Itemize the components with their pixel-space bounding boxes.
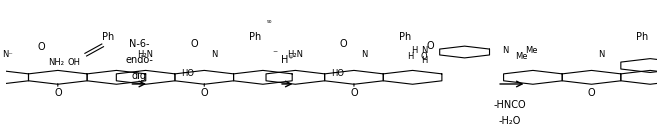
Text: O: O (37, 42, 45, 52)
Text: O: O (340, 39, 347, 49)
Text: N: N (502, 46, 509, 55)
Text: N: N (211, 50, 218, 59)
Text: endo-: endo- (125, 55, 153, 65)
Text: Me: Me (515, 52, 528, 61)
Text: H₂N: H₂N (138, 50, 153, 59)
Text: N-6-: N-6- (129, 39, 149, 49)
Text: O: O (190, 39, 198, 49)
Text: O: O (201, 88, 208, 98)
Text: N: N (361, 50, 367, 59)
Text: Me: Me (526, 46, 538, 55)
Text: N: N (421, 46, 427, 55)
Text: Ph: Ph (399, 32, 411, 42)
Text: Ph: Ph (103, 32, 114, 42)
Text: H: H (407, 52, 414, 61)
Text: H⁺: H⁺ (280, 55, 293, 65)
Text: Ph: Ph (636, 32, 648, 42)
Text: O: O (588, 88, 595, 98)
Text: H₂N: H₂N (287, 50, 303, 59)
Text: N: N (599, 50, 605, 59)
Text: O: O (427, 41, 434, 51)
Text: N⁻: N⁻ (2, 50, 13, 59)
Text: Ph: Ph (249, 32, 261, 42)
Text: O: O (350, 88, 358, 98)
Text: H: H (421, 56, 427, 65)
Text: HO: HO (331, 69, 343, 78)
Text: O: O (420, 52, 427, 61)
Text: O: O (54, 88, 62, 98)
Text: NH₂: NH₂ (47, 58, 64, 67)
Text: OH: OH (68, 58, 81, 67)
Text: ⁻: ⁻ (272, 50, 277, 60)
Text: dig: dig (132, 71, 147, 81)
Text: -HNCO: -HNCO (494, 100, 526, 110)
Text: HO: HO (181, 69, 194, 78)
Text: H: H (411, 46, 417, 55)
Text: ⁹⁰: ⁹⁰ (266, 21, 272, 27)
Text: -H₂O: -H₂O (499, 116, 521, 126)
